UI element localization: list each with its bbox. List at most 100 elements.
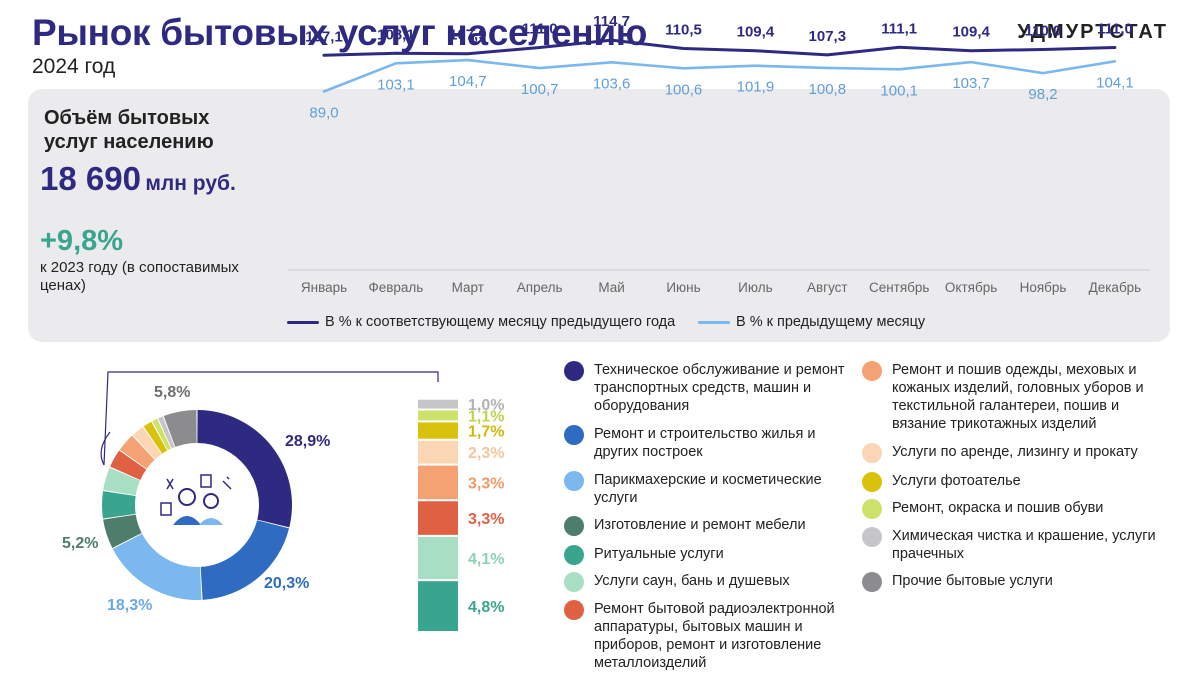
data-label: 109,4 <box>952 24 990 41</box>
legend-right-item: Химическая чистка и крашение, услуги пра… <box>862 527 1172 563</box>
donut-slice <box>197 410 292 528</box>
x-tick-label: Октябрь <box>945 280 997 295</box>
donut-slice <box>152 418 171 451</box>
legend-color-dot <box>862 572 882 592</box>
donut-slice <box>158 416 175 449</box>
data-label: 100,6 <box>665 81 703 98</box>
data-label: 100,7 <box>521 81 559 98</box>
data-label: 111,0 <box>522 21 558 38</box>
legend-text: Ремонт и пошив одежды, меховых и кожаных… <box>892 362 1144 432</box>
data-label: 103,1 <box>377 76 415 93</box>
stack-bar-label: 4,8% <box>468 599 504 616</box>
stack-bar-segment <box>418 465 458 500</box>
legend-text: Ремонт и строительство жилья и других по… <box>594 426 816 460</box>
stack-bar-label: 4,1% <box>468 551 504 568</box>
service-workers-icon <box>160 474 232 525</box>
donut-slice <box>103 514 142 548</box>
legend-color-dot <box>564 545 584 565</box>
legend-right-item: Ремонт, окраска и пошив обуви <box>862 499 1172 519</box>
donut-value-label: 28,9% <box>285 433 330 450</box>
page-subtitle: 2024 год <box>32 55 116 78</box>
legend-text: Ремонт, окраска и пошив обуви <box>892 500 1104 516</box>
legend-left-item: Парикмахерские и косметические услуги <box>564 471 854 507</box>
donut-slice <box>103 467 140 496</box>
data-label: 104,1 <box>1096 74 1134 91</box>
x-tick-label: Июль <box>738 280 772 295</box>
donut-value-label: 18,3% <box>107 597 152 614</box>
donut-slice <box>132 427 162 460</box>
series-line-mom <box>322 58 1117 93</box>
donut-value-label: 5,2% <box>62 535 98 552</box>
legend-text: Прочие бытовые услуги <box>892 573 1053 589</box>
x-tick-label: Август <box>807 280 848 295</box>
legend-right-item: Ремонт и пошив одежды, меховых и кожаных… <box>862 361 1172 433</box>
data-label: 107,9 <box>449 27 487 44</box>
volume-label: Объём бытовых услуг населению <box>44 107 214 153</box>
legend-text: Ритуальные услуги <box>594 546 724 562</box>
legend-text: Техническое обслуживание и ремонт трансп… <box>594 362 845 414</box>
legend-left-item: Ритуальные услуги <box>564 545 854 565</box>
x-tick-label: Сентябрь <box>869 280 929 295</box>
legend-color-dot <box>862 499 882 519</box>
x-tick-label: Ноябрь <box>1020 280 1067 295</box>
data-label: 107,1 <box>305 28 343 45</box>
legend-right-item: Услуги по аренде, лизингу и прокату <box>862 443 1172 463</box>
x-tick-label: Январь <box>301 280 347 295</box>
x-tick-label: Март <box>452 280 484 295</box>
legend-left-item: Изготовление и ремонт мебели <box>564 516 854 536</box>
legend-series-yoy: В % к соответствующему месяцу предыдущег… <box>287 314 675 330</box>
legend-swatch-yoy <box>287 320 319 324</box>
donut-slice <box>110 450 147 480</box>
data-label: 111,1 <box>881 20 917 37</box>
legend-color-dot <box>862 472 882 492</box>
stack-bar-label: 1,7% <box>468 424 504 441</box>
x-tick-label: Май <box>598 280 624 295</box>
top-panel <box>28 89 1170 342</box>
volume-number: 18 690 <box>40 160 141 197</box>
data-label: 114,7 <box>593 13 630 30</box>
stack-bar-label: 3,3% <box>468 475 504 492</box>
donut-slice <box>102 491 136 519</box>
stack-bar-label: 3,3% <box>468 511 504 528</box>
stack-bar-segment <box>418 410 458 421</box>
x-tick-label: Апрель <box>517 280 563 295</box>
data-label: 100,1 <box>880 82 918 99</box>
data-label: 108,1 <box>377 26 415 43</box>
donut-slice <box>163 410 197 447</box>
legend-text: Изготовление и ремонт мебели <box>594 517 806 533</box>
legend-label-mom: В % к предыдущему месяцу <box>736 314 926 330</box>
data-label: 98,2 <box>1028 86 1057 103</box>
legend-color-dot <box>564 361 584 381</box>
legend-text: Ремонт бытовой радиоэлектронной аппарату… <box>594 601 835 671</box>
stack-bar-segment <box>418 581 458 631</box>
legend-left-item: Ремонт бытовой радиоэлектронной аппарату… <box>564 600 854 672</box>
legend-left-item: Услуги саун, бань и душевых <box>564 572 854 592</box>
legend-color-dot <box>564 471 584 491</box>
legend-text: Химическая чистка и крашение, услуги пра… <box>892 528 1156 562</box>
legend-right-item: Услуги фотоателье <box>862 472 1172 492</box>
series-line-yoy <box>322 38 1117 57</box>
stack-bar-segment <box>418 536 458 580</box>
data-label: 109,4 <box>737 24 775 41</box>
data-label: 103,6 <box>593 75 631 92</box>
monthly-line-chart: Январь Февраль Март Апрель Май Июнь Июль Август… <box>288 13 1150 295</box>
legend-series-mom: В % к предыдущему месяцу <box>698 314 925 330</box>
donut-value-label: 5,8% <box>154 384 190 401</box>
brand-logo: УДМУРТСТАТ <box>1017 21 1168 43</box>
data-label: 111,0 <box>1097 21 1133 38</box>
data-label: 100,8 <box>809 81 847 98</box>
stack-bar-label: 2,3% <box>468 445 504 462</box>
bracket-line <box>103 371 439 466</box>
data-label: 103,7 <box>952 75 990 92</box>
data-label: 107,3 <box>809 28 847 45</box>
data-label: 89,0 <box>309 105 338 122</box>
legend-text: Услуги саун, бань и душевых <box>594 573 790 589</box>
legend-color-dot <box>564 600 584 620</box>
legend-text: Услуги фотоателье <box>892 473 1021 489</box>
donut-slice <box>143 421 168 454</box>
legend-swatch-mom <box>698 320 730 324</box>
stack-bar-segment <box>418 422 458 439</box>
data-label: 101,9 <box>737 79 775 96</box>
donut-slice <box>200 520 290 600</box>
legend-color-dot <box>862 527 882 547</box>
